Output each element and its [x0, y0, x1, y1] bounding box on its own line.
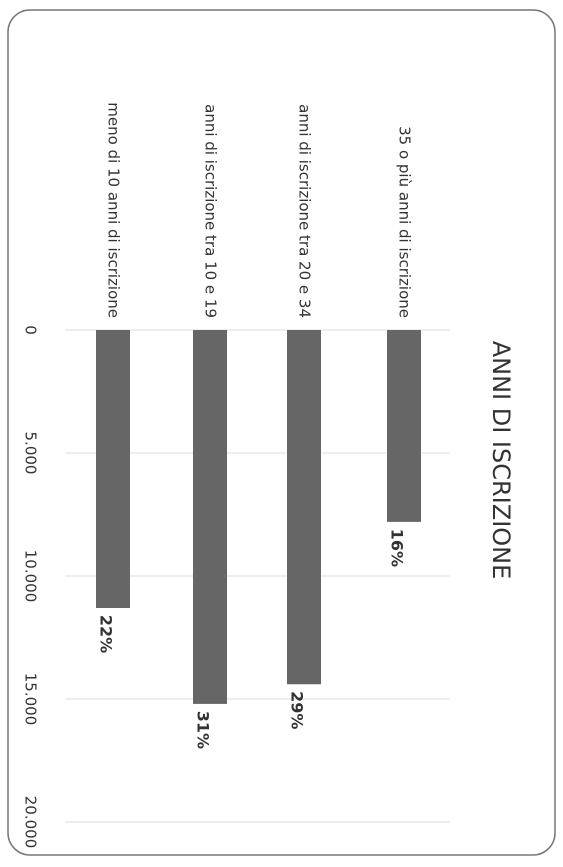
category-label: 35 o più anni di iscrizione [396, 126, 414, 318]
y-tick-label: 10.000 [22, 550, 40, 603]
rotated-frame: ANNI DI ISCRIZIONE 0 5.000 10.000 15.000 20.… [22, 102, 516, 848]
bar [287, 330, 321, 685]
bar [96, 330, 130, 608]
category-label: anni di iscrizione tra 20 e 34 [296, 104, 314, 318]
data-label: 22% [97, 615, 116, 653]
data-label: 29% [288, 691, 307, 729]
y-tick-label: 15.000 [22, 673, 40, 726]
y-tick-label: 0 [22, 325, 40, 335]
y-tick-label: 20.000 [22, 796, 40, 849]
y-tick-label: 5.000 [22, 432, 40, 475]
data-label: 16% [388, 529, 407, 567]
data-label: 31% [194, 711, 213, 749]
bar [387, 330, 421, 522]
chart-title: ANNI DI ISCRIZIONE [487, 341, 515, 580]
bar [193, 330, 227, 704]
category-label: meno di 10 anni di iscrizione [105, 102, 123, 318]
category-label: anni di iscrizione tra 10 e 19 [202, 104, 220, 318]
card [7, 9, 556, 856]
